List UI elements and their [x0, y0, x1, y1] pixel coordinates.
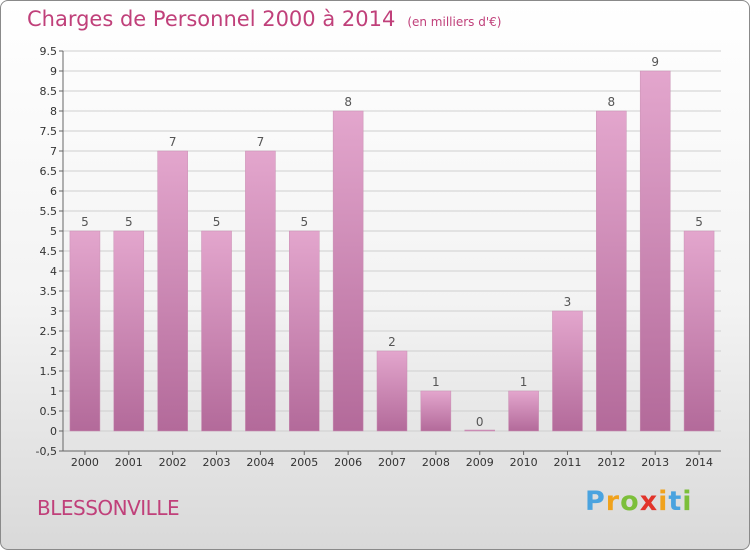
x-tick-label: 2014 [685, 456, 713, 469]
bar [157, 150, 188, 432]
x-tick-label: 2003 [203, 456, 231, 469]
bar [289, 230, 320, 432]
bar [464, 429, 495, 432]
y-tick-label: 8 [50, 105, 57, 118]
y-tick-label: 1 [50, 385, 57, 398]
y-tick-label: 3 [50, 305, 57, 318]
y-tick-label: -0,5 [36, 445, 57, 458]
bar [683, 230, 715, 432]
data-label: 8 [608, 95, 616, 109]
data-label: 5 [125, 215, 133, 229]
bar [596, 110, 627, 432]
bar [552, 310, 583, 432]
y-tick-label: 7.5 [40, 125, 58, 138]
data-label: 5 [213, 215, 221, 229]
bar [113, 230, 145, 432]
data-label: 3 [564, 295, 572, 309]
data-label: 5 [695, 215, 703, 229]
y-tick-label: 0 [50, 425, 57, 438]
y-tick-label: 9.5 [40, 45, 58, 58]
y-tick-label: 7 [50, 145, 57, 158]
x-tick-label: 2004 [246, 456, 274, 469]
y-tick-label: 5.5 [40, 205, 58, 218]
x-tick-label: 2009 [466, 456, 494, 469]
x-tick-label: 2007 [378, 456, 406, 469]
y-tick-label: 3.5 [40, 285, 58, 298]
y-tick-label: 5 [50, 225, 57, 238]
data-label: 7 [257, 135, 265, 149]
data-label: 0 [476, 415, 484, 429]
bar [332, 110, 364, 432]
x-tick-label: 2001 [115, 456, 143, 469]
data-label: 8 [344, 95, 352, 109]
x-tick-label: 2011 [553, 456, 581, 469]
y-tick-label: 6 [50, 185, 57, 198]
y-tick-label: 4.5 [40, 245, 58, 258]
y-tick-label: 8.5 [40, 85, 58, 98]
y-tick-label: 1.5 [40, 365, 58, 378]
data-label: 7 [169, 135, 177, 149]
data-label: 1 [432, 375, 440, 389]
bar [376, 350, 408, 432]
x-tick-label: 2006 [334, 456, 362, 469]
data-label: 2 [388, 335, 396, 349]
y-tick-label: 9 [50, 65, 57, 78]
chart-subtitle: (en milliers d'€) [407, 15, 502, 29]
x-tick-label: 2008 [422, 456, 450, 469]
data-label: 9 [651, 55, 659, 69]
x-tick-label: 2000 [71, 456, 99, 469]
y-tick-label: 2.5 [40, 325, 58, 338]
x-tick-label: 2002 [159, 456, 187, 469]
x-tick-label: 2013 [641, 456, 669, 469]
data-label: 5 [300, 215, 308, 229]
data-label: 1 [520, 375, 528, 389]
chart-title: Charges de Personnel 2000 à 2014 (en mill… [27, 7, 501, 31]
x-tick-label: 2010 [510, 456, 538, 469]
bar [420, 390, 452, 432]
y-tick-label: 0.5 [40, 405, 58, 418]
y-tick-label: 6.5 [40, 165, 58, 178]
bar [245, 150, 276, 432]
x-tick-label: 2012 [597, 456, 625, 469]
bar [508, 390, 539, 432]
bar [201, 230, 232, 432]
commune-name: BLESSONVILLE [37, 496, 180, 520]
data-label: 5 [81, 215, 89, 229]
bar [639, 70, 671, 432]
y-tick-label: 2 [50, 345, 57, 358]
x-tick-label: 2005 [290, 456, 318, 469]
proxiti-logo: Proxiti [585, 486, 693, 517]
bar [69, 230, 101, 432]
y-tick-label: 4 [50, 265, 57, 278]
title-text: Charges de Personnel 2000 à 2014 [27, 7, 396, 31]
